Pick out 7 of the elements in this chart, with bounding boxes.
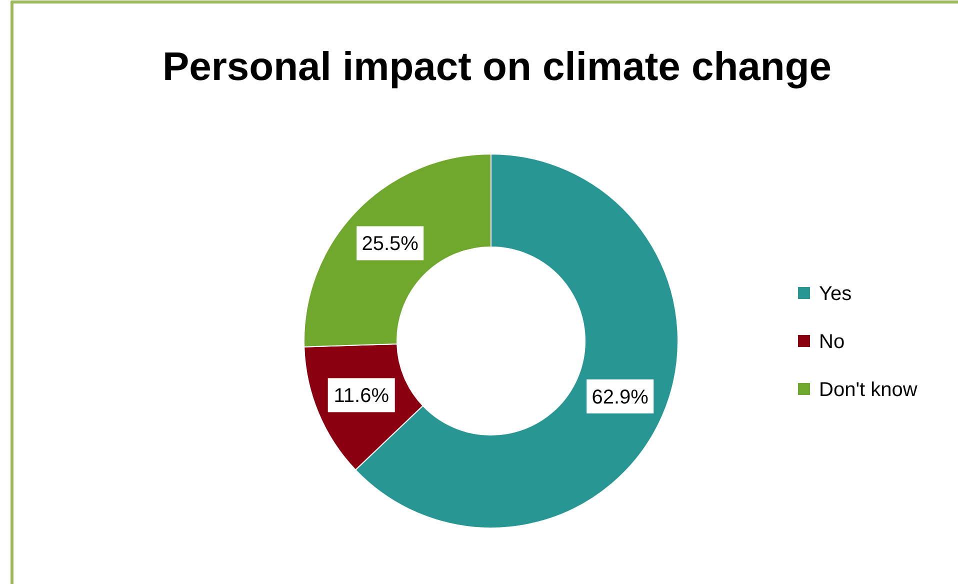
legend-label: No [819, 331, 845, 353]
legend-label: Yes [819, 283, 852, 305]
legend-label: Don't know [819, 379, 918, 401]
data-label: 62.9% [592, 386, 649, 408]
data-label: 25.5% [362, 233, 419, 256]
data-label: 11.6% [334, 385, 390, 408]
chart-title: Personal impact on climate change [162, 45, 832, 89]
